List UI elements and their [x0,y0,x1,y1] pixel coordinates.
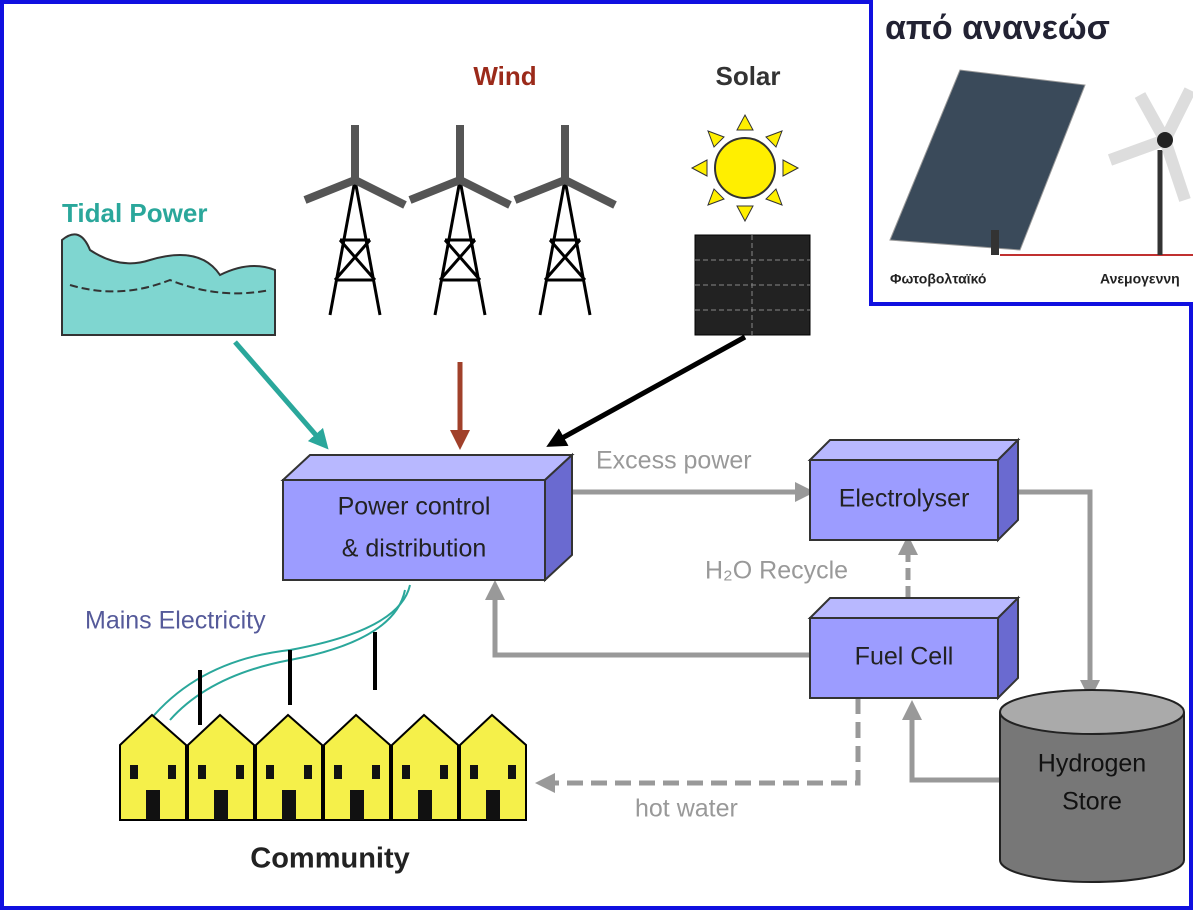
sun [690,113,800,223]
hydrogen-store [999,689,1185,883]
electrolyser-label: Electrolyser [839,485,970,513]
panel-grid [695,235,810,335]
solar-arrow [546,334,747,447]
inset-label: Ανεμογεννη [1100,271,1180,287]
tidal-arrow [233,340,329,450]
houses [119,713,527,821]
mains-label: Mains Electricity [85,607,266,635]
hydrogen-label: Store [1062,788,1122,816]
wind-label: Wind [473,61,536,91]
excess-power-label: Excess power [596,447,752,475]
solar-label: Solar [715,61,780,91]
grey-connectors [485,482,1100,793]
inset [869,0,1193,306]
community-label: Community [250,843,410,875]
tidal-label: Tidal Power [62,198,207,228]
wind-turbines [303,125,617,316]
h2o-label: H₂O Recycle [705,557,848,585]
power-control-label: & distribution [342,535,487,563]
fuel-cell-label: Fuel Cell [855,643,954,671]
inset-title: από ανανεώσ [885,9,1110,47]
house-windows [130,765,516,820]
fuel-cell-box [807,595,1021,701]
power-control-label: Power control [338,493,491,521]
electrolyser-box [807,437,1021,543]
poles [198,632,377,725]
inset-label: Φωτοβολταϊκό [890,271,986,287]
hot-water-label: hot water [635,795,738,823]
tidal-image [61,233,276,336]
power-control-box [280,452,575,583]
hydrogen-label: Hydrogen [1038,750,1146,778]
